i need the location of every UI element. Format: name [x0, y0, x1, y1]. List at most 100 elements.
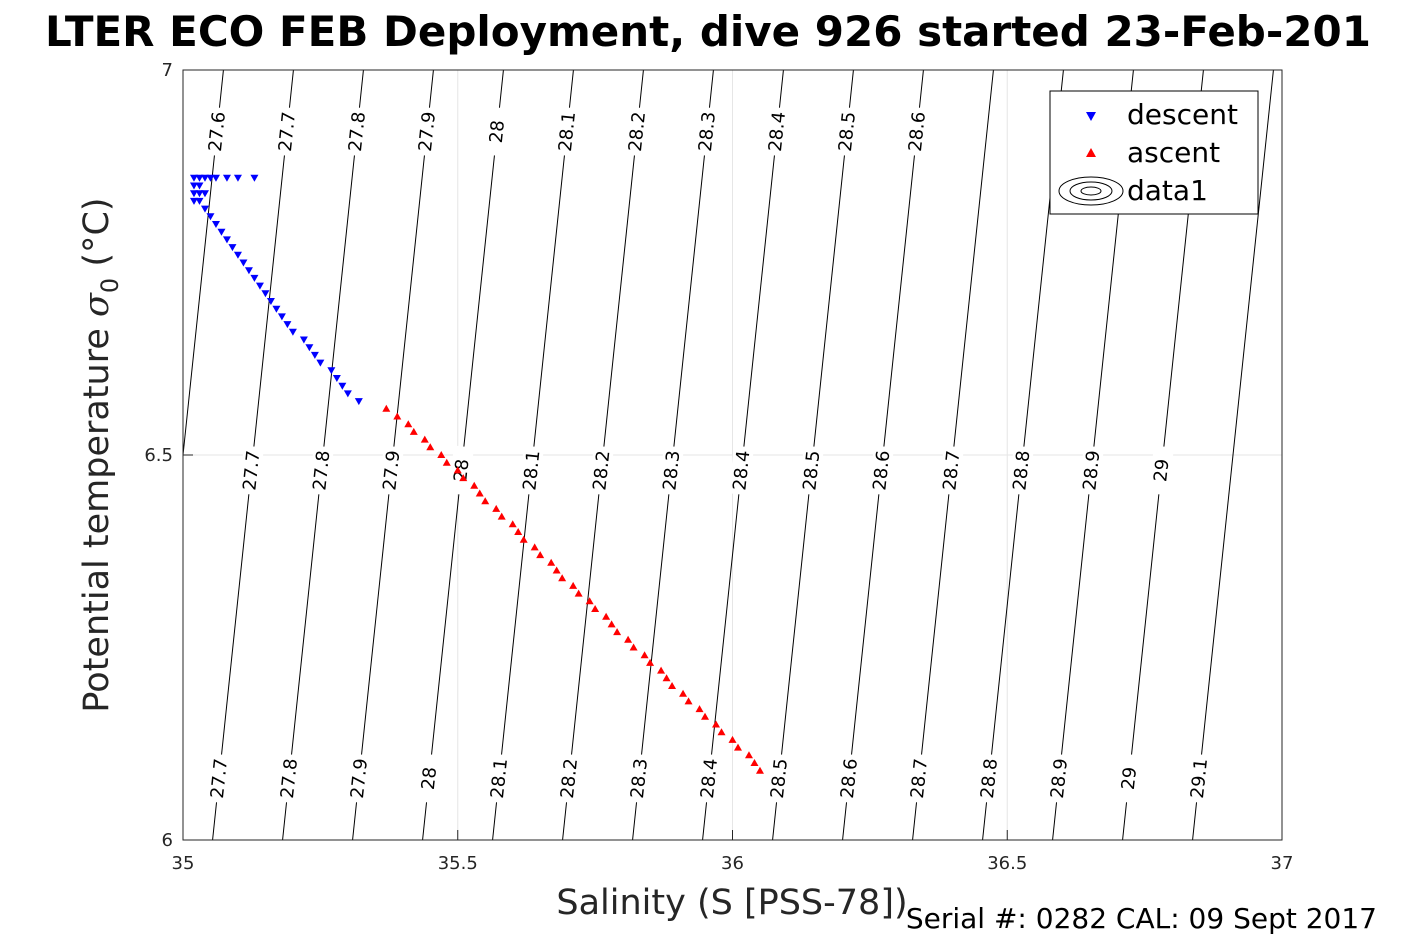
ascent-point	[712, 720, 721, 728]
contour-label: 28.7	[939, 449, 964, 491]
ascent-point	[640, 651, 649, 659]
ascent-point	[607, 620, 616, 628]
contour-label-bg	[626, 753, 652, 804]
descent-point	[195, 174, 204, 182]
contour-label-bg	[448, 445, 474, 496]
legend-ascent-label: ascent	[1127, 136, 1220, 169]
contour-label: 28.7	[907, 757, 932, 799]
ascent-point	[492, 504, 501, 512]
contour-label-bg	[1046, 753, 1072, 804]
descent-point	[211, 174, 220, 182]
ascent-point	[684, 697, 693, 705]
descent-point	[195, 197, 204, 205]
serial-calibration-text: Serial #: 0282 CAL: 09 Sept 2017	[906, 902, 1377, 935]
legend: descent ascent data1	[1049, 90, 1259, 215]
descent-point	[305, 344, 314, 352]
ascent-point	[744, 751, 753, 759]
ascent-point	[459, 474, 468, 482]
contour-label-bg	[836, 753, 862, 804]
contour-label: 28.8	[977, 757, 1002, 799]
x-tick-label: 36	[721, 853, 744, 874]
contour-label: 28.5	[767, 757, 792, 799]
contour-label: 28	[418, 766, 441, 791]
contour-line	[183, 70, 224, 460]
y-axis-ticks: 66.57	[144, 60, 193, 851]
x-tick-label: 35.5	[438, 853, 478, 874]
ascent-point	[613, 628, 622, 636]
contour-label: 28.1	[555, 111, 580, 153]
contour-label: 28.4	[697, 757, 722, 799]
contour-label: 27.7	[207, 757, 232, 799]
ascent-point	[530, 543, 539, 551]
ascent-point	[755, 766, 764, 774]
ascent-point	[695, 705, 704, 713]
descent-point	[261, 290, 270, 298]
ascent-point	[585, 597, 594, 605]
contour-label: 28.6	[869, 449, 894, 491]
y-axis-label-subscript: 0	[96, 278, 124, 293]
y-axis-label: Potential temperature σ0 (°C)	[77, 197, 124, 712]
contour-label: 28.9	[1047, 757, 1072, 799]
contour-label-bg	[1078, 445, 1104, 496]
contour-label: 28.4	[729, 449, 754, 491]
descent-point	[233, 174, 242, 182]
contour-label: 28.4	[765, 111, 790, 153]
contour-label: 28.1	[487, 757, 512, 799]
descent-point	[189, 182, 198, 190]
descent-point	[206, 174, 215, 182]
ascent-point	[382, 404, 391, 412]
contour-label: 28.5	[799, 449, 824, 491]
contour-label-bg	[766, 753, 792, 804]
descent-point	[200, 174, 209, 182]
descent-point	[288, 328, 297, 336]
contour-label-bg	[416, 753, 442, 804]
chart-title: LTER ECO FEB Deployment, dive 926 starte…	[45, 7, 1371, 56]
contour-label: 27.8	[309, 449, 334, 491]
ascent-point	[475, 489, 484, 497]
ascent-point	[574, 589, 583, 597]
contour-label-bg	[308, 445, 334, 496]
contour-label-bg	[764, 106, 790, 157]
x-tick-label: 37	[1271, 853, 1294, 874]
contour-label: 27.8	[277, 757, 302, 799]
contour-label-bg	[556, 753, 582, 804]
legend-descent-label: descent	[1127, 98, 1238, 131]
descent-point	[189, 174, 198, 182]
contour-label: 28.1	[519, 449, 544, 491]
ascent-point	[733, 743, 742, 751]
contour-label-bg	[1116, 753, 1142, 804]
contour-label-bg	[904, 106, 930, 157]
ascent-point	[514, 528, 523, 535]
contour-label-bg	[798, 445, 824, 496]
contour-label: 28.2	[557, 757, 582, 799]
contour-label-bg	[378, 445, 404, 496]
contour-label: 28.6	[837, 757, 862, 799]
contour-label: 28.3	[627, 757, 652, 799]
contour-line	[1192, 70, 1274, 840]
contour-label-bg	[554, 106, 580, 157]
contour-label-bg	[976, 753, 1002, 804]
x-axis-label: Salinity (S [PSS-78])	[556, 883, 907, 923]
descent-point	[222, 236, 231, 244]
legend-contour-icon	[1058, 176, 1124, 206]
contour-label-bg	[1008, 445, 1034, 496]
y-tick-label: 6	[162, 830, 173, 851]
ascent-point	[552, 566, 561, 574]
ascent-point	[519, 535, 528, 543]
descent-point	[299, 336, 308, 344]
ascent-point	[497, 512, 506, 520]
contour-line	[0, 32, 87, 879]
contour-label-bg	[1186, 753, 1212, 804]
contour-label-bg	[1148, 445, 1174, 496]
legend-ascent-marker	[1086, 148, 1096, 157]
contour-label-bg	[728, 445, 754, 496]
contour-label: 28.3	[695, 111, 720, 153]
descent-point	[189, 197, 198, 205]
ascent-point	[426, 443, 435, 451]
descent-point	[195, 182, 204, 190]
descent-point	[200, 205, 209, 213]
contour-label-bg	[486, 753, 512, 804]
contour-label: 28.3	[659, 449, 684, 491]
descent-point	[233, 251, 242, 259]
contour-label-bg	[694, 106, 720, 157]
